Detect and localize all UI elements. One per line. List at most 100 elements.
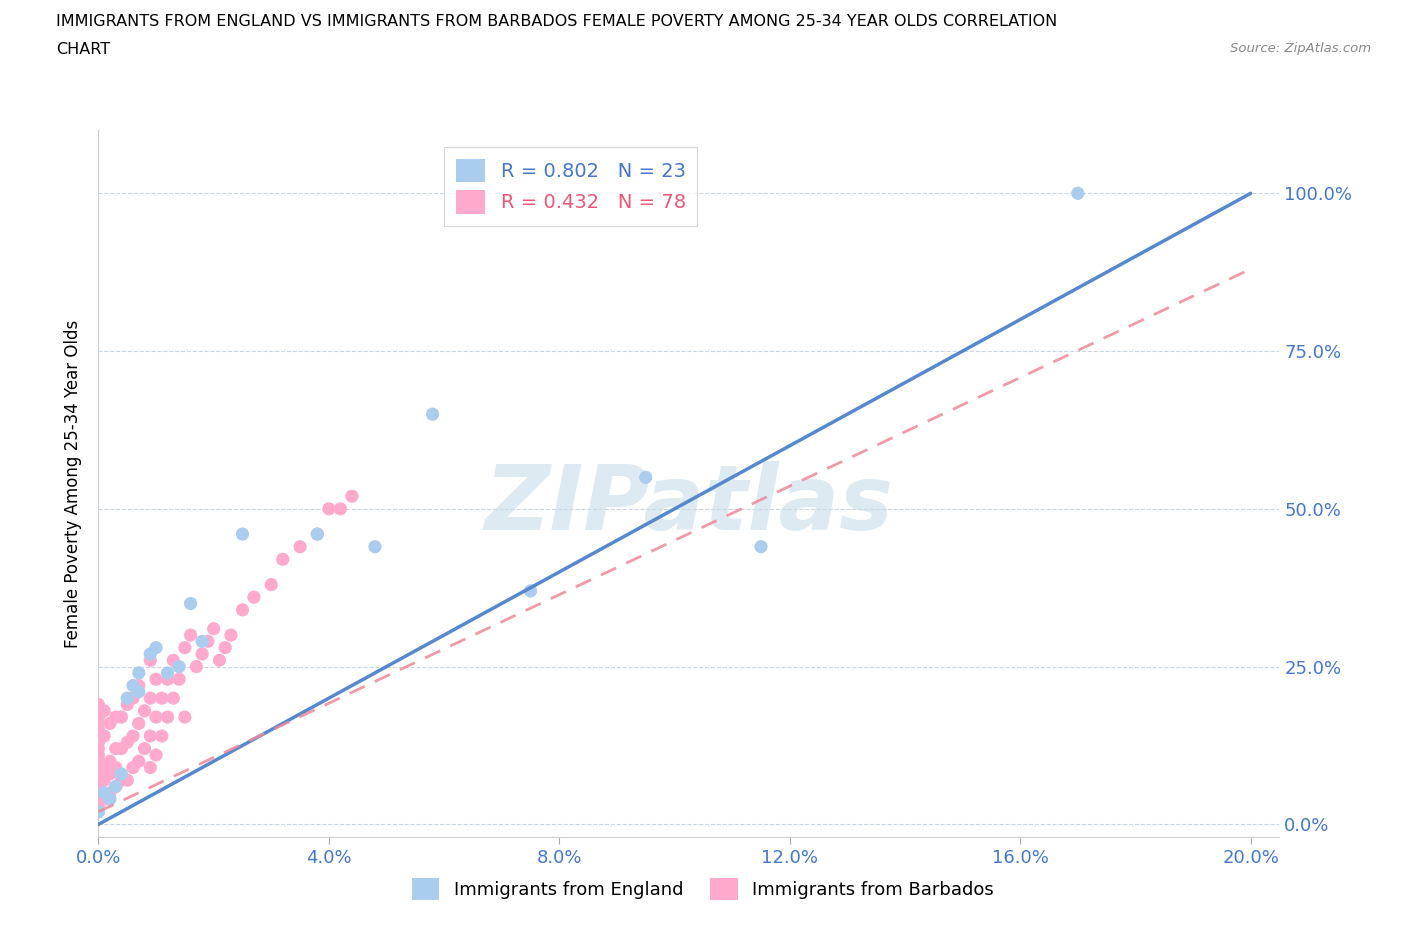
Point	[87, 735, 110, 750]
Point	[145, 671, 167, 686]
Point	[115, 691, 138, 706]
Point	[93, 791, 115, 806]
Point	[219, 628, 242, 643]
Point	[191, 634, 214, 649]
Point	[197, 634, 219, 649]
Point	[87, 728, 110, 743]
Point	[231, 526, 253, 541]
Point	[128, 678, 150, 693]
Point	[87, 773, 110, 788]
Point	[634, 470, 657, 485]
Point	[110, 773, 132, 788]
Point	[104, 760, 127, 775]
Point	[98, 785, 121, 800]
Point	[260, 578, 283, 592]
Point	[104, 779, 127, 794]
Point	[87, 779, 110, 794]
Point	[180, 596, 202, 611]
Point	[87, 804, 110, 819]
Point	[134, 703, 156, 718]
Point	[202, 621, 225, 636]
Point	[122, 678, 145, 693]
Point	[98, 791, 121, 806]
Text: ZIPatlas: ZIPatlas	[485, 460, 893, 549]
Point	[87, 716, 110, 731]
Point	[243, 590, 266, 604]
Legend: Immigrants from England, Immigrants from Barbados: Immigrants from England, Immigrants from…	[405, 870, 1001, 907]
Point	[134, 741, 156, 756]
Point	[173, 640, 195, 655]
Point	[422, 406, 444, 421]
Point	[87, 741, 110, 756]
Point	[93, 728, 115, 743]
Point	[150, 691, 173, 706]
Point	[186, 659, 208, 674]
Point	[208, 653, 231, 668]
Point	[340, 489, 363, 504]
Point	[1067, 186, 1090, 201]
Point	[87, 791, 110, 806]
Point	[115, 698, 138, 712]
Point	[139, 646, 162, 661]
Point	[156, 671, 179, 686]
Point	[98, 754, 121, 769]
Point	[87, 766, 110, 781]
Point	[156, 666, 179, 681]
Point	[139, 653, 162, 668]
Point	[122, 728, 145, 743]
Point	[104, 741, 127, 756]
Point	[329, 501, 352, 516]
Point	[162, 653, 184, 668]
Point	[749, 539, 772, 554]
Point	[145, 748, 167, 763]
Point	[128, 754, 150, 769]
Point	[87, 723, 110, 737]
Point	[167, 671, 190, 686]
Point	[110, 741, 132, 756]
Text: CHART: CHART	[56, 42, 110, 57]
Point	[128, 684, 150, 699]
Point	[98, 766, 121, 781]
Point	[307, 526, 329, 541]
Point	[145, 710, 167, 724]
Point	[122, 691, 145, 706]
Point	[93, 760, 115, 775]
Point	[139, 728, 162, 743]
Text: IMMIGRANTS FROM ENGLAND VS IMMIGRANTS FROM BARBADOS FEMALE POVERTY AMONG 25-34 Y: IMMIGRANTS FROM ENGLAND VS IMMIGRANTS FR…	[56, 14, 1057, 29]
Point	[93, 703, 115, 718]
Point	[115, 735, 138, 750]
Point	[87, 748, 110, 763]
Point	[271, 551, 294, 566]
Point	[139, 760, 162, 775]
Point	[173, 710, 195, 724]
Point	[98, 716, 121, 731]
Point	[145, 640, 167, 655]
Point	[364, 539, 387, 554]
Point	[93, 785, 115, 800]
Point	[87, 785, 110, 800]
Point	[110, 766, 132, 781]
Point	[318, 501, 340, 516]
Y-axis label: Female Poverty Among 25-34 Year Olds: Female Poverty Among 25-34 Year Olds	[65, 320, 83, 647]
Point	[128, 716, 150, 731]
Point	[162, 691, 184, 706]
Point	[87, 798, 110, 813]
Point	[191, 646, 214, 661]
Point	[87, 760, 110, 775]
Point	[93, 773, 115, 788]
Point	[110, 710, 132, 724]
Point	[231, 603, 253, 618]
Point	[104, 710, 127, 724]
Point	[87, 710, 110, 724]
Point	[104, 779, 127, 794]
Point	[115, 773, 138, 788]
Point	[122, 760, 145, 775]
Point	[87, 754, 110, 769]
Point	[87, 703, 110, 718]
Point	[519, 583, 541, 598]
Point	[150, 728, 173, 743]
Point	[307, 526, 329, 541]
Point	[139, 691, 162, 706]
Point	[87, 804, 110, 819]
Point	[128, 666, 150, 681]
